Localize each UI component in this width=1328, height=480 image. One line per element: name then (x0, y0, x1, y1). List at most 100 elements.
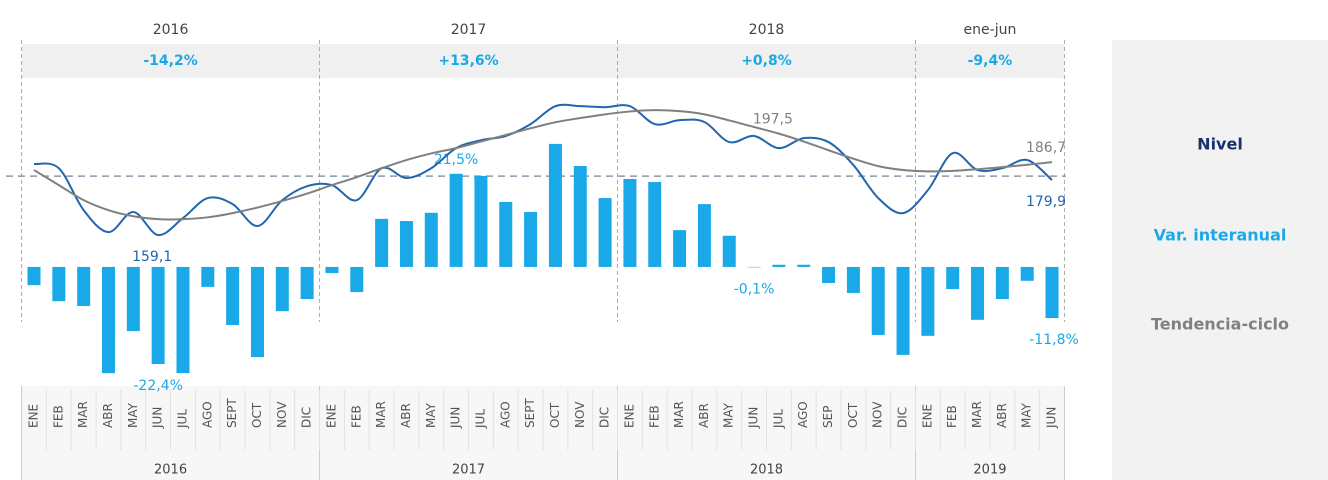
bar (325, 266, 339, 274)
x-tick-label: ENE (920, 404, 934, 428)
bar (846, 266, 860, 293)
x-tick-label: DIC (300, 407, 314, 428)
bar (77, 266, 91, 306)
value-label: 159,1 (132, 249, 172, 265)
x-tick-label: MAR (76, 401, 90, 428)
bar (623, 178, 637, 267)
bar (995, 266, 1009, 300)
bar (300, 266, 314, 300)
x-tick-label: ENE (622, 404, 636, 428)
value-label: 179,9 (1026, 194, 1066, 210)
bar (871, 266, 885, 335)
x-tick-label: NOV (871, 401, 885, 428)
bar (797, 264, 811, 267)
bar (201, 266, 215, 287)
x-tick-label: ABR (399, 403, 413, 428)
x-tick-label: JUL (771, 409, 785, 429)
x-tick-label: JUN (151, 407, 165, 429)
legend-label: Tendencia-ciclo (1151, 315, 1289, 334)
bar (350, 266, 364, 293)
bar (449, 173, 463, 267)
bar (151, 266, 165, 365)
period-label: 2018 (749, 22, 785, 38)
x-tick-label: DIC (598, 407, 612, 428)
x-tick-label: MAR (970, 401, 984, 428)
x-tick-label: FEB (51, 405, 65, 428)
bar (176, 266, 190, 374)
bar (27, 266, 41, 286)
bar (971, 266, 985, 320)
x-tick-label: NOV (573, 401, 587, 428)
x-tick-label: FEB (349, 405, 363, 428)
bar (822, 266, 836, 283)
x-tick-label: JUN (1045, 407, 1059, 429)
value-label: 186,7 (1026, 140, 1066, 156)
x-tick-label: FEB (945, 405, 959, 428)
group-label: 2016 (154, 463, 187, 478)
x-tick-label: SEP (821, 406, 835, 428)
period-change: -14,2% (143, 53, 197, 69)
bar (697, 204, 711, 267)
bar (375, 218, 389, 267)
value-label: -22,4% (133, 378, 183, 394)
value-label: 197,5 (753, 112, 793, 128)
value-label: -11,8% (1029, 332, 1079, 348)
bar (474, 175, 488, 267)
bar (896, 266, 910, 355)
period-change: +13,6% (438, 53, 498, 69)
value-label: -0,1% (734, 281, 775, 297)
line (33, 109, 1053, 221)
x-tick-label: MAY (722, 402, 736, 428)
bar (921, 266, 935, 336)
x-tick-label: MAY (126, 402, 140, 428)
legend-panel (1112, 40, 1328, 480)
header-band (22, 44, 1064, 78)
x-tick-label: JUL (473, 409, 487, 429)
x-tick-label: JUN (449, 407, 463, 429)
bar (673, 230, 687, 267)
bar (499, 201, 513, 267)
x-tick-label: ABR (697, 403, 711, 428)
bar (399, 221, 413, 267)
x-tick-label: MAY (1020, 402, 1034, 428)
period-change: -9,4% (968, 53, 1013, 69)
period-label: ene-jun (964, 22, 1017, 38)
x-tick-label: AGO (796, 401, 810, 428)
x-tick-label: SEPT (523, 398, 537, 428)
x-tick-label: ABR (995, 403, 1009, 428)
bar (772, 264, 786, 267)
x-tick-label: ENE (324, 404, 338, 428)
bar (275, 266, 289, 312)
group-label: 2019 (973, 463, 1006, 478)
line (33, 103, 1053, 237)
bar (548, 143, 562, 267)
x-tick-label: MAR (672, 401, 686, 428)
x-tick-label: JUL (175, 409, 189, 429)
x-tick-label: OCT (548, 402, 562, 428)
bar (1045, 266, 1059, 319)
x-tick-label: ENE (27, 404, 41, 428)
bar (946, 266, 960, 290)
bar (648, 182, 662, 267)
x-tick-label: OCT (846, 402, 860, 428)
x-tick-label: MAR (374, 401, 388, 428)
x-tick-label: AGO (200, 401, 214, 428)
period-label: 2017 (451, 22, 487, 38)
group-label: 2018 (750, 463, 783, 478)
bar (101, 266, 115, 374)
bar (250, 266, 264, 358)
x-tick-label: DIC (896, 407, 910, 428)
bar (226, 266, 240, 326)
legend-label: Var. interanual (1154, 226, 1287, 245)
period-label: 2016 (153, 22, 189, 38)
x-tick-label: MAY (424, 402, 438, 428)
bar (424, 212, 438, 267)
x-tick-label: AGO (498, 401, 512, 428)
period-change: +0,8% (741, 53, 792, 69)
bar (573, 165, 587, 267)
bar (722, 235, 736, 267)
x-tick-label: ABR (101, 403, 115, 428)
x-tick-label: FEB (647, 405, 661, 428)
bar (1020, 266, 1034, 281)
